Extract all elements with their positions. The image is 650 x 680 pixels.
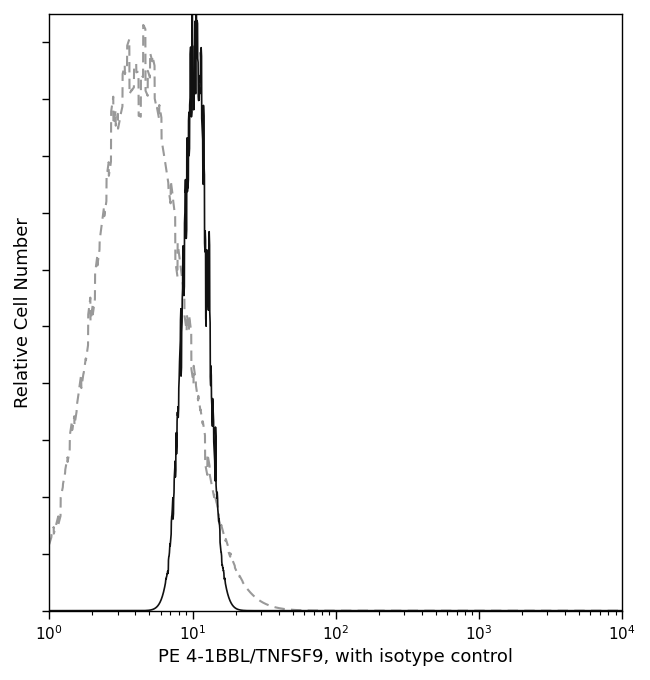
X-axis label: PE 4-1BBL/TNFSF9, with isotype control: PE 4-1BBL/TNFSF9, with isotype control <box>158 648 514 666</box>
Y-axis label: Relative Cell Number: Relative Cell Number <box>14 217 32 408</box>
